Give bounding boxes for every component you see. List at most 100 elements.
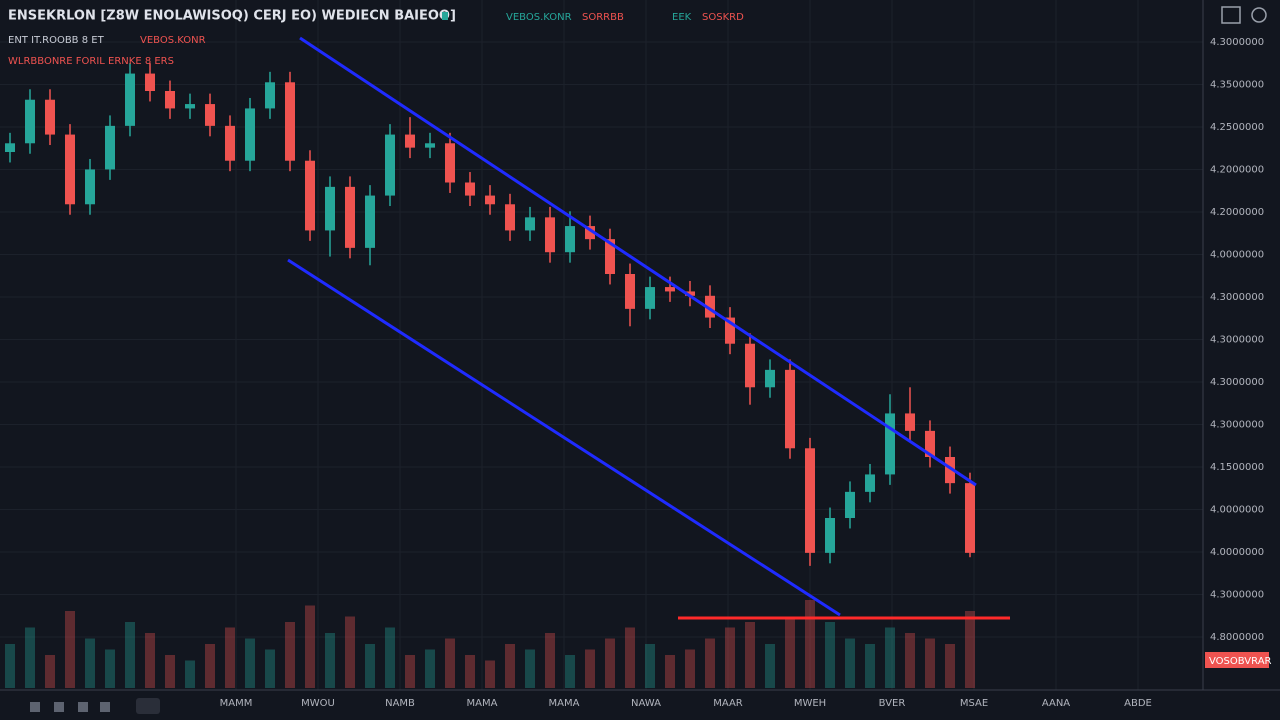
candle-body [85,169,95,205]
candle-body [345,186,355,248]
candle-body [485,195,495,205]
candle-body [705,295,715,318]
candle-body [45,99,55,135]
quote: SORRBB [582,12,624,23]
indicator-line: ENT IT.ROOBB 8 ET [8,35,105,46]
volume-bar [125,622,135,688]
volume-bar [485,660,495,688]
candle-body [585,226,595,240]
volume-bar [645,644,655,688]
price-label: 4.0000000 [1210,505,1264,516]
quote: VEBOS.KONR [506,12,572,23]
time-label: ABDE [1124,698,1152,709]
volume-bar [825,622,835,688]
time-label: MAMA [549,698,580,709]
time-label: MAAR [713,698,743,709]
layout-button[interactable] [1221,6,1241,24]
volume-bar [545,633,555,688]
price-label: 4.3000000 [1210,335,1264,346]
volume-bar [585,649,595,688]
candle-body [725,317,735,344]
candle-body [525,217,535,231]
price-label: 4.0000000 [1210,250,1264,261]
volume-bar [205,644,215,688]
price-label: 4.3000000 [1210,377,1264,388]
volume-bar [25,627,35,688]
trend-line-lower[interactable] [287,258,841,617]
indicator-line: WLRBBONRE FORIL ERNKE 8 ERS [8,56,174,67]
volume-bar [725,627,735,688]
volume-bar [705,638,715,688]
volume-bar [665,655,675,688]
candle-body [405,134,415,148]
volume-bar [625,627,635,688]
last-price-tag [1205,652,1269,668]
volume-bar [525,649,535,688]
candle-body [805,448,815,553]
volume-bar [405,655,415,688]
candle-body [505,204,515,231]
candle-body [945,457,955,484]
volume-bar [185,660,195,688]
volume-bar [805,600,815,688]
volume-bar [965,611,975,688]
volume-bar [65,611,75,688]
status-dot [442,12,448,20]
volume-bar [425,649,435,688]
price-label: 4.2000000 [1210,207,1264,218]
time-label: NAMB [385,698,415,709]
volume-bar [445,638,455,688]
candle-body [25,99,35,144]
indicator-value: VEBOS.KONR [140,35,206,46]
trend-line-upper[interactable] [299,36,977,487]
candle-body [185,104,195,109]
candle-body [105,125,115,170]
volume-bar [345,616,355,688]
volume-bar [945,644,955,688]
candle-body [425,143,435,148]
candle-body [825,518,835,553]
volume-bar [105,649,115,688]
candle-body [245,108,255,161]
volume-bar [45,655,55,688]
toolbar-button[interactable] [136,698,160,714]
volume-bar [305,605,315,688]
grid [0,0,1203,690]
candle-body [165,91,175,109]
volume-bar [845,638,855,688]
time-label: MAMA [467,698,498,709]
volume-bar [465,655,475,688]
time-axis: MAMM MWOU NAMB MAMA MAMA NAWA MAAR MWEH BVER MSAE… [220,698,1152,709]
candle-body [225,125,235,161]
price-label: 4.8000000 [1210,632,1264,643]
candle-body [845,491,855,518]
candle-body [445,143,455,183]
volume-bar [925,638,935,688]
quote: SOSKRD [702,12,744,23]
toolbar-icon[interactable] [54,702,64,712]
volume-pane [5,600,975,688]
toolbar-icon[interactable] [30,702,40,712]
price-label: 4.3000000 [1210,37,1264,48]
symbol-title: ENSEKRLON [Z8W ENOLAWISOQ) CERJ EO) WEDI… [8,9,456,24]
volume-bar [285,622,295,688]
price-label: 4.3000000 [1210,420,1264,431]
volume-bar [765,644,775,688]
candle-body [905,413,915,431]
candle-body [925,430,935,457]
settings-button[interactable] [1251,7,1267,23]
volume-bar [565,655,575,688]
volume-bar [85,638,95,688]
candle-body [65,134,75,205]
toolbar-icon[interactable] [100,702,110,712]
candle-body [285,82,295,161]
candle-body [365,195,375,248]
candle-body [785,369,795,449]
candle-body [205,104,215,126]
candle-body [565,226,575,253]
quote: EEK [672,12,692,23]
candles [5,63,975,566]
toolbar-icon[interactable] [78,702,88,712]
price-axis: 4.3000000 4.3500000 4.2500000 4.2000000 4.20… [1205,37,1272,668]
